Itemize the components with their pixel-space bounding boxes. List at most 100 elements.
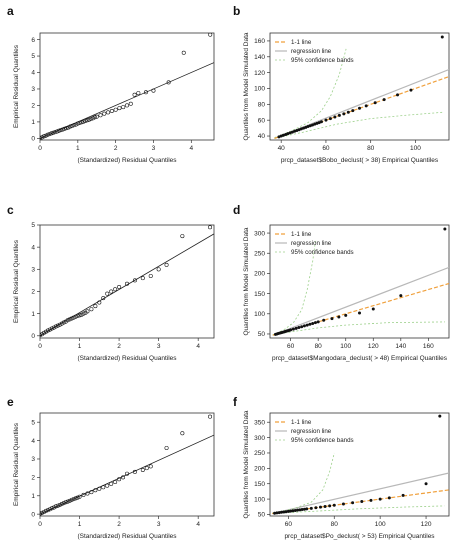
y-tick-label: 40 [258, 133, 266, 140]
data-point [360, 500, 364, 504]
data-point [55, 129, 60, 134]
data-point [67, 317, 72, 322]
data-point [125, 281, 130, 286]
legend-entry: 95% confidence bands [291, 57, 354, 64]
data-point [373, 101, 377, 105]
data-point [75, 121, 80, 126]
x-tick-label: 3 [157, 521, 161, 528]
y-tick-label: 6 [31, 37, 35, 44]
panel-label: a [7, 4, 14, 18]
plot-area [272, 227, 449, 336]
data-point [53, 130, 58, 135]
data-point [289, 509, 293, 513]
x-tick-label: 2 [117, 343, 121, 350]
legend-entry: 1-1 line [291, 419, 312, 426]
data-point [66, 125, 71, 130]
y-tick-label: 1 [31, 493, 35, 500]
data-point [85, 491, 90, 496]
y-tick-label: 0 [31, 333, 35, 340]
data-point [289, 328, 293, 332]
data-point [148, 273, 153, 278]
data-point [140, 468, 145, 473]
confidence-band-upper [272, 241, 316, 336]
data-point [378, 497, 382, 501]
data-point [208, 225, 213, 230]
y-tick-label: 100 [254, 311, 265, 318]
data-point [63, 319, 68, 324]
data-point [51, 130, 56, 135]
data-point [382, 98, 386, 102]
data-point [57, 502, 62, 507]
data-point [105, 291, 110, 296]
data-point [49, 506, 54, 511]
plot-area [274, 35, 449, 139]
data-point [318, 505, 322, 509]
data-point [322, 318, 326, 322]
plot-frame [269, 32, 450, 141]
data-point [121, 105, 126, 110]
data-point [73, 122, 78, 127]
data-point [85, 118, 90, 123]
data-point [40, 136, 42, 140]
data-point [346, 110, 350, 114]
data-point [275, 511, 279, 515]
y-tick-label: 3 [31, 267, 35, 274]
data-point [45, 328, 50, 333]
data-point [132, 278, 137, 283]
x-tick-label: 2 [114, 145, 118, 152]
y-tick-label: 140 [254, 54, 265, 61]
data-point [369, 498, 373, 502]
legend-entry: 1-1 line [291, 39, 312, 46]
data-point [69, 316, 74, 321]
y-tick-label: 0 [31, 136, 35, 143]
y-tick-label: 1 [31, 119, 35, 126]
data-point [305, 323, 309, 327]
data-point [93, 488, 98, 493]
data-point [98, 113, 103, 118]
data-point [72, 123, 77, 128]
data-point [77, 494, 82, 499]
data-point [101, 296, 106, 301]
data-point [164, 445, 169, 450]
data-point [328, 117, 332, 121]
data-point [302, 324, 306, 328]
plot-frame [39, 32, 215, 141]
y-tick-label: 150 [254, 481, 265, 488]
data-point [40, 332, 44, 337]
data-point [151, 88, 156, 93]
y-tick-label: 5 [31, 419, 35, 426]
x-tick-label: 0 [38, 343, 42, 350]
data-point [297, 326, 301, 330]
data-point [59, 502, 64, 507]
data-point [89, 116, 94, 121]
data-point [85, 309, 90, 314]
legend-entry: regression line [291, 240, 332, 247]
data-point [341, 502, 345, 506]
confidence-band-lower [272, 321, 445, 336]
data-point [109, 289, 114, 294]
data-point [60, 127, 65, 132]
x-tick-label: 1 [76, 145, 80, 152]
data-point [40, 135, 44, 140]
y-tick-label: 5 [31, 222, 35, 229]
data-point [105, 483, 110, 488]
data-point [279, 510, 283, 514]
data-point [342, 112, 346, 116]
plot-area [40, 414, 214, 516]
y-tick-label: 250 [254, 250, 265, 257]
plot-frame [269, 412, 450, 517]
x-tick-label: 0 [38, 521, 42, 528]
legend-entry: regression line [291, 428, 332, 435]
data-point [77, 313, 82, 318]
y-tick-label: 50 [258, 331, 266, 338]
y-tick-label: 100 [254, 496, 265, 503]
data-point [302, 507, 306, 511]
data-point [314, 506, 318, 510]
data-point [300, 325, 304, 329]
y-axis-label: Quantiles from Model Simulated Data [243, 227, 250, 335]
plot-frame [269, 224, 450, 339]
data-point [121, 475, 126, 480]
x-tick-label: 80 [331, 521, 339, 528]
data-point [305, 507, 309, 511]
